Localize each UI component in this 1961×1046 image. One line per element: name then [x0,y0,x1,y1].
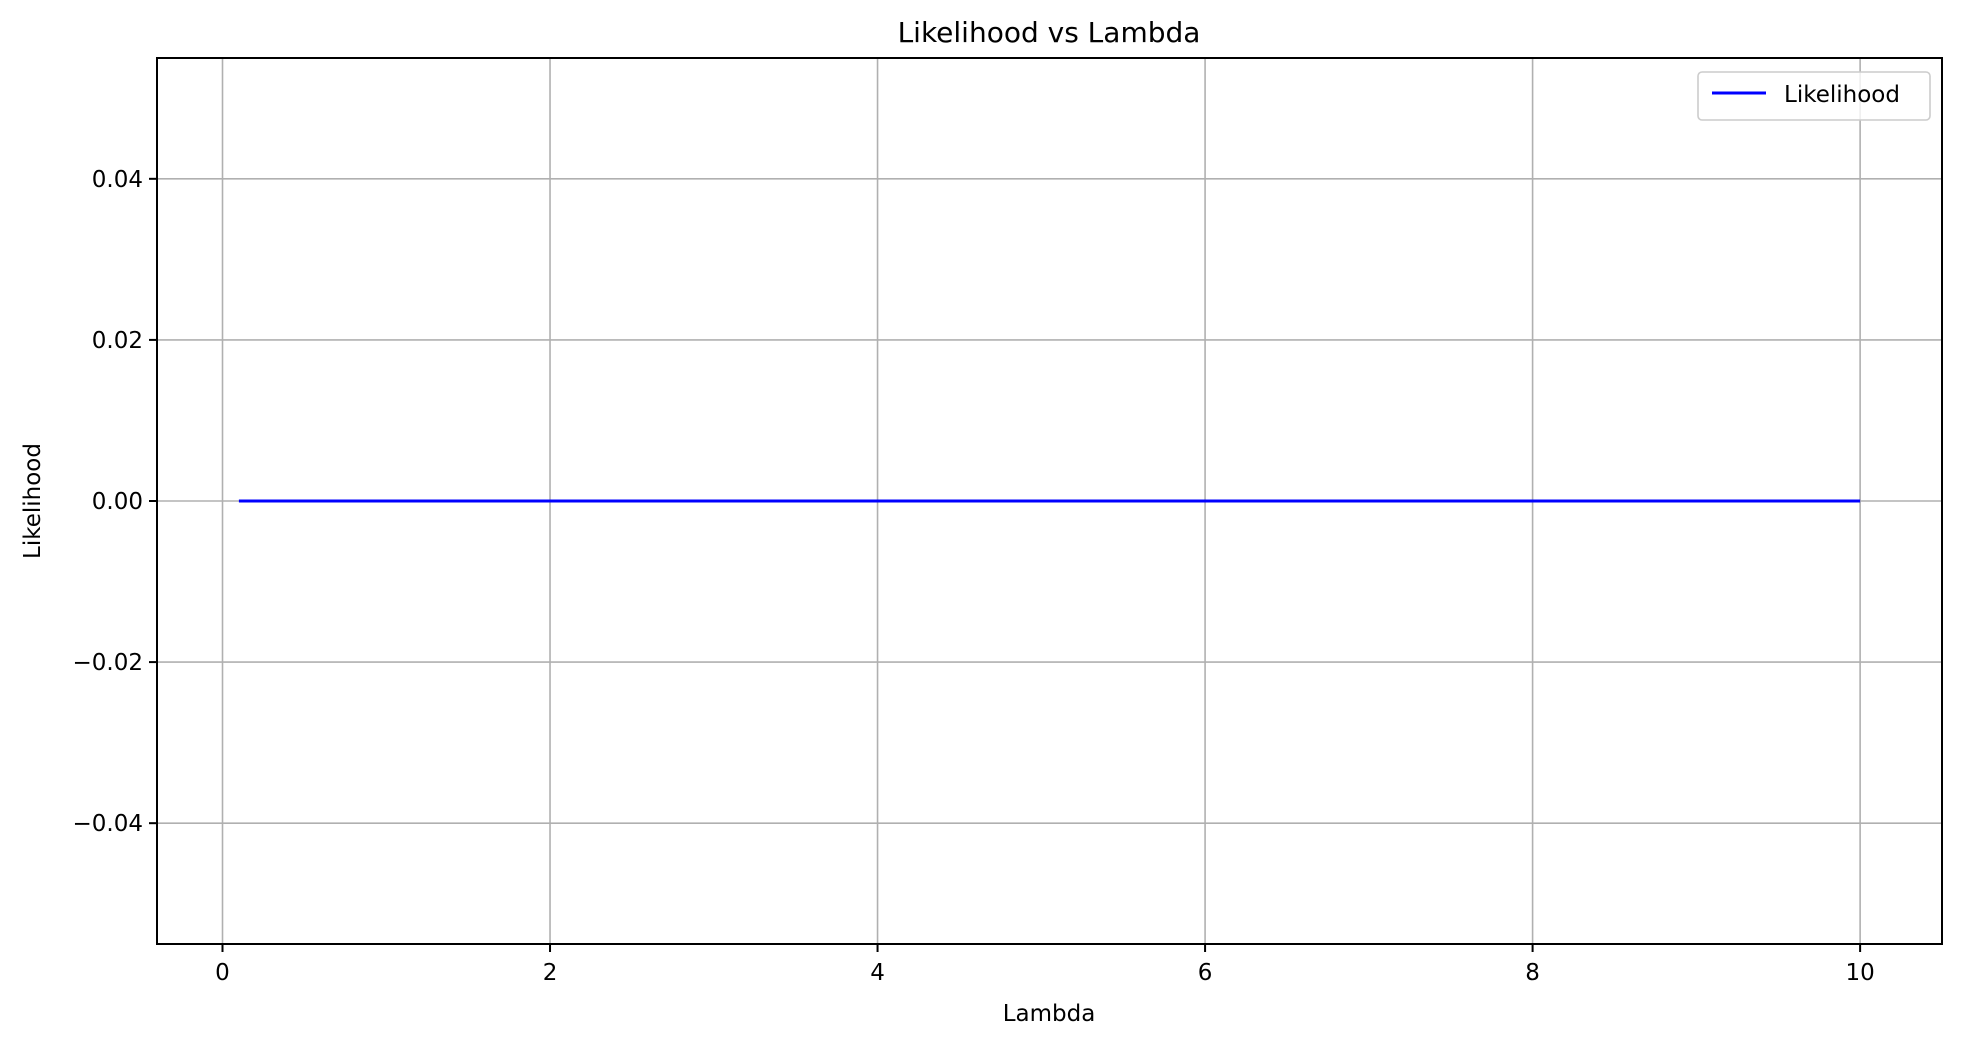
y-tick-label: −0.02 [73,650,143,676]
y-tick-label: 0.02 [92,328,143,354]
x-axis-label: Lambda [1003,1001,1096,1027]
y-tick-label: 0.04 [92,167,143,193]
x-tick-label: 4 [870,960,885,986]
chart-title: Likelihood vs Lambda [898,16,1201,49]
legend: Likelihood [1697,71,1931,121]
legend-box [1697,71,1931,121]
axis-ticks: 0 2 4 6 8 10 −0.04 −0.02 0.00 0.02 0.04 [73,167,1875,986]
x-tick-label: 0 [215,960,230,986]
x-tick-label: 6 [1198,960,1213,986]
legend-label-likelihood: Likelihood [1784,82,1900,108]
y-axis-label: Likelihood [20,443,46,559]
x-tick-label: 2 [543,960,558,986]
y-tick-label: −0.04 [73,811,143,837]
x-tick-label: 8 [1525,960,1540,986]
y-tick-label: 0.00 [92,489,143,515]
x-tick-label: 10 [1845,960,1874,986]
